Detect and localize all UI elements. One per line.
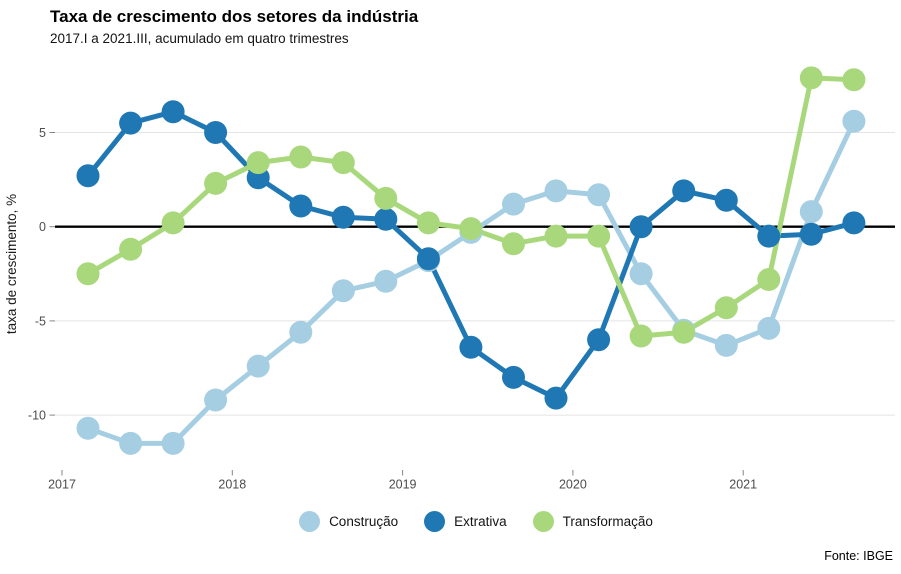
point-transformacao-2021.III bbox=[842, 68, 866, 92]
point-extrativa-2020.I bbox=[587, 328, 611, 352]
point-transformacao-2018.IV bbox=[374, 186, 398, 210]
x-tick-label: 2019 bbox=[389, 478, 417, 492]
point-transformacao-2021.I bbox=[757, 268, 781, 291]
point-extrativa-2021.II bbox=[799, 222, 823, 246]
point-construcao-2020.IV bbox=[714, 333, 738, 357]
point-construcao-2021.II bbox=[799, 200, 823, 224]
point-construcao-2017.III bbox=[161, 431, 185, 455]
point-transformacao-2017.III bbox=[161, 211, 185, 235]
point-extrativa-2018.IV bbox=[374, 207, 398, 231]
point-extrativa-2021.I bbox=[757, 224, 781, 248]
point-extrativa-2020.IV bbox=[714, 188, 738, 212]
point-construcao-2021.I bbox=[757, 316, 781, 340]
legend-label: Transformação bbox=[562, 514, 653, 529]
point-extrativa-2019.IV bbox=[544, 386, 568, 410]
point-construcao-2018.IV bbox=[374, 269, 398, 293]
chart-subtitle: 2017.I a 2021.III, acumulado em quatro t… bbox=[50, 31, 349, 46]
point-construcao-2018.I bbox=[246, 354, 270, 378]
point-construcao-2020.II bbox=[629, 262, 653, 286]
point-extrativa-2019.III bbox=[502, 365, 525, 389]
point-construcao-2020.I bbox=[587, 183, 611, 207]
point-transformacao-2020.III bbox=[672, 320, 696, 344]
point-extrativa-2018.II bbox=[289, 194, 313, 218]
point-transformacao-2020.II bbox=[629, 324, 653, 348]
series-line-construcao bbox=[85, 118, 857, 446]
point-construcao-2017.II bbox=[119, 431, 143, 455]
chart-title: Taxa de crescimento dos setores da indús… bbox=[50, 7, 419, 26]
series-line-transformacao bbox=[85, 75, 857, 339]
y-tick-label: 5 bbox=[39, 126, 46, 140]
point-construcao-2018.II bbox=[289, 320, 313, 344]
legend-item-transformacao: Transformação bbox=[532, 511, 653, 532]
point-transformacao-2020.IV bbox=[714, 296, 738, 320]
point-extrativa-2019.I bbox=[416, 247, 440, 271]
point-extrativa-2021.III bbox=[842, 211, 866, 235]
point-extrativa-2017.I bbox=[76, 164, 100, 188]
point-construcao-2017.I bbox=[76, 416, 100, 440]
point-transformacao-2017.IV bbox=[204, 171, 228, 195]
point-extrativa-2019.II bbox=[459, 335, 483, 359]
point-construcao-2019.III bbox=[502, 192, 525, 216]
legend-swatch-extrativa bbox=[424, 511, 446, 532]
point-transformacao-2019.III bbox=[502, 232, 525, 256]
legend-label: Extrativa bbox=[454, 514, 507, 529]
point-transformacao-2017.II bbox=[119, 237, 143, 261]
point-transformacao-2020.I bbox=[587, 224, 611, 248]
x-tick-label: 2020 bbox=[559, 478, 587, 492]
source-note: Fonte: IBGE bbox=[824, 549, 893, 563]
point-construcao-2019.IV bbox=[544, 179, 568, 203]
point-transformacao-2017.I bbox=[76, 262, 100, 286]
y-tick-label: -10 bbox=[28, 409, 46, 423]
point-construcao-2017.IV bbox=[204, 388, 228, 412]
legend-item-extrativa: Extrativa bbox=[424, 511, 507, 532]
point-transformacao-2018.III bbox=[331, 151, 355, 175]
point-transformacao-2019.IV bbox=[544, 224, 568, 248]
point-construcao-2021.III bbox=[842, 109, 866, 133]
point-construcao-2018.III bbox=[331, 279, 355, 303]
y-tick-label: -5 bbox=[35, 314, 46, 328]
point-extrativa-2018.III bbox=[331, 205, 355, 229]
y-tick-label: 0 bbox=[39, 220, 46, 234]
legend-swatch-transformacao bbox=[532, 511, 554, 532]
point-transformacao-2019.I bbox=[416, 211, 440, 235]
legend-swatch-construcao bbox=[299, 511, 321, 532]
legend: Construção Extrativa Transformação bbox=[55, 511, 897, 532]
x-tick-label: 2017 bbox=[48, 478, 76, 492]
point-transformacao-2021.II bbox=[799, 66, 823, 90]
point-extrativa-2017.IV bbox=[204, 121, 228, 144]
x-tick-label: 2018 bbox=[218, 478, 246, 492]
x-tick-label: 2021 bbox=[729, 478, 757, 492]
legend-label: Construção bbox=[329, 514, 399, 529]
point-transformacao-2019.II bbox=[459, 217, 483, 241]
point-extrativa-2020.II bbox=[629, 215, 653, 239]
legend-item-construcao: Construção bbox=[299, 511, 398, 532]
point-transformacao-2018.I bbox=[246, 151, 270, 175]
point-extrativa-2017.III bbox=[161, 100, 185, 124]
point-transformacao-2018.II bbox=[289, 145, 313, 169]
point-extrativa-2017.II bbox=[119, 111, 143, 135]
point-extrativa-2020.III bbox=[672, 179, 696, 203]
y-axis-title: taxa de crescimento, % bbox=[4, 194, 19, 334]
